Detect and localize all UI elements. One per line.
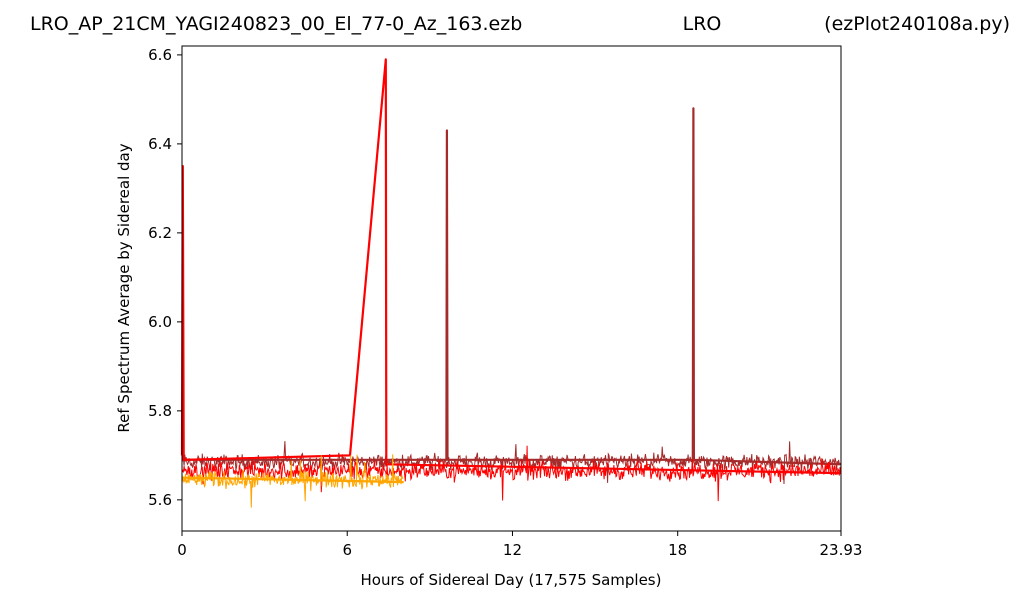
series-layer xyxy=(180,58,842,508)
x-tick-label: 0 xyxy=(177,541,187,559)
y-axis-ticks: 5.6 5.8 6.0 6.2 6.4 6.6 xyxy=(148,46,182,509)
series-1-noise xyxy=(181,441,841,485)
program-title: (ezPlot240108a.py) xyxy=(824,13,1010,35)
x-tick-label: 6 xyxy=(342,541,352,559)
x-axis-ticks: 0 6 12 18 23.93 xyxy=(177,531,862,559)
series-1 xyxy=(181,107,842,485)
y-tick-label: 5.6 xyxy=(148,491,172,509)
series-3-noise xyxy=(181,454,404,508)
series-3-line xyxy=(181,476,404,484)
series-3 xyxy=(181,454,404,508)
y-tick-label: 6.6 xyxy=(148,46,172,64)
y-tick-label: 6.0 xyxy=(148,313,172,331)
series-2-line xyxy=(180,58,842,475)
plot-frame xyxy=(181,45,842,532)
series-2-noise xyxy=(181,445,842,502)
y-tick-label: 6.4 xyxy=(148,135,172,153)
x-tick-label: 12 xyxy=(503,541,522,559)
series-1-line xyxy=(182,107,842,466)
x-tick-label: 18 xyxy=(668,541,687,559)
station-title: LRO xyxy=(683,13,722,35)
series-2 xyxy=(180,58,842,502)
y-axis-label: Ref Spectrum Average by Sidereal day xyxy=(115,143,133,432)
y-tick-label: 5.8 xyxy=(148,402,172,420)
x-tick-label: 23.93 xyxy=(820,541,863,559)
file-name-title: LRO_AP_21CM_YAGI240823_00_El_77-0_Az_163… xyxy=(30,13,522,35)
y-tick-label: 6.2 xyxy=(148,224,172,242)
x-axis-label: Hours of Sidereal Day (17,575 Samples) xyxy=(361,571,662,589)
